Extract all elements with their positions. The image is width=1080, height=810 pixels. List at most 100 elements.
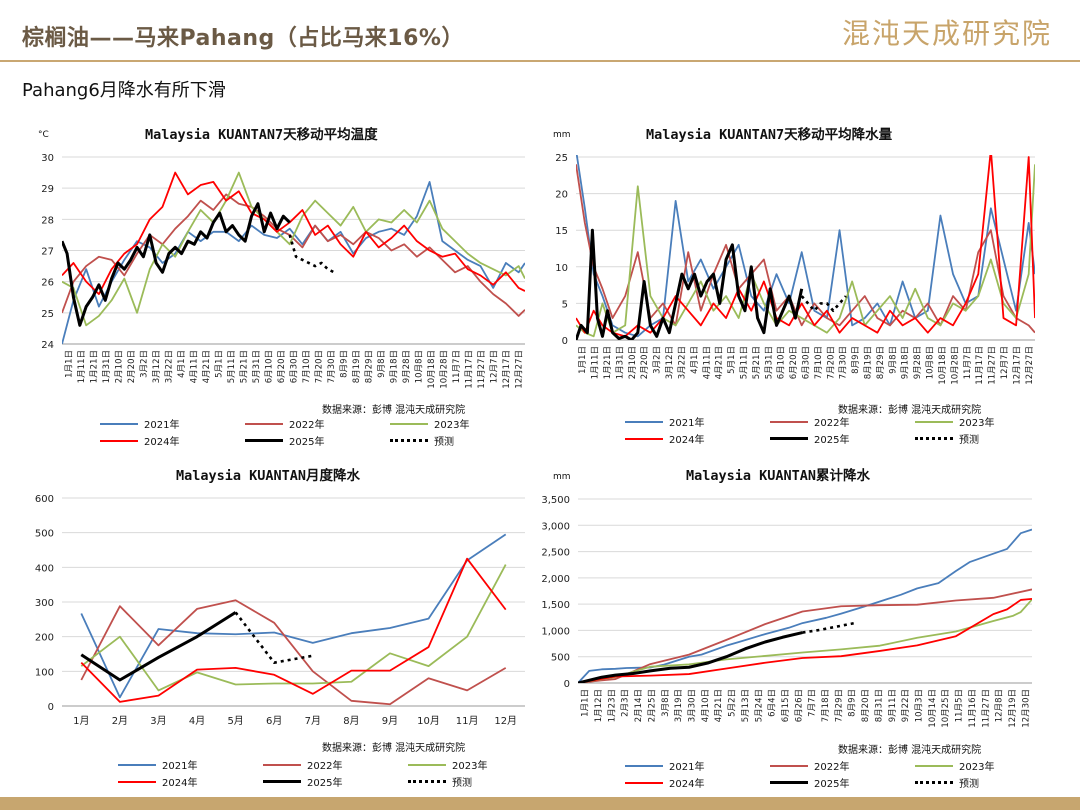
legend-item: 2025年 <box>245 433 324 448</box>
y-tick-label: 25 <box>555 153 568 164</box>
x-tick-label: 11月7日 <box>452 350 462 383</box>
chart-title-monthly: Malaysia KUANTAN月度降水 <box>176 468 361 484</box>
x-tick-label: 8月9日 <box>340 350 350 378</box>
y-tick-label: 20 <box>555 190 568 201</box>
legend-item: 2021年 <box>118 757 197 772</box>
chart-source-cumulative: 数据来源：彭博 混沌天成研究院 <box>838 745 982 756</box>
legend-swatch <box>263 780 301 783</box>
legend-swatch <box>625 781 663 784</box>
x-tick-label: 9月28日 <box>402 350 412 383</box>
y-tick-label: 2,000 <box>541 574 570 585</box>
legend-label: 2023年 <box>434 420 470 431</box>
legend-item: 2022年 <box>263 757 342 772</box>
legend-label: 2025年 <box>814 779 850 790</box>
x-tick-label: 5月 <box>227 715 243 727</box>
x-tick-label: 11月5日 <box>955 689 965 722</box>
x-tick-label: 8月20日 <box>861 689 871 722</box>
legend-item: 2025年 <box>263 774 342 789</box>
legend-item: 2024年 <box>625 431 704 446</box>
y-tick-label: 1,500 <box>541 600 570 611</box>
x-tick-label: 12月7日 <box>490 350 500 383</box>
x-tick-label: 4月1日 <box>690 346 700 374</box>
x-tick-label: 7月7日 <box>808 689 818 717</box>
x-tick-label: 9月 <box>382 715 398 727</box>
x-tick-label: 7月10日 <box>814 346 824 379</box>
x-tick-label: 5月13日 <box>741 689 751 722</box>
x-tick-label: 12月27日 <box>1025 346 1035 385</box>
x-tick-label: 1月21日 <box>89 350 99 383</box>
y-tick-label: 500 <box>35 529 54 540</box>
x-tick-label: 6月15日 <box>781 689 791 722</box>
legend-item: 2023年 <box>915 414 994 429</box>
legend-label: 2022年 <box>814 762 850 773</box>
x-tick-label: 2月10日 <box>628 346 638 379</box>
y-tick-label: 400 <box>35 563 54 574</box>
x-tick-label: 5月1日 <box>214 350 224 378</box>
brand-logo: 混沌天成研究院 <box>841 17 1052 50</box>
x-tick-label: 10月28日 <box>950 346 960 385</box>
legend-label: 2022年 <box>307 761 343 772</box>
x-tick-label: 4月 <box>189 715 205 727</box>
x-tick-label: 6月4日 <box>768 689 778 717</box>
y-tick-label: 26 <box>41 278 54 289</box>
legend-label: 预测 <box>959 435 979 446</box>
x-tick-label: 6月20日 <box>277 350 287 383</box>
legend-item: 2022年 <box>770 758 849 773</box>
x-tick-label: 2月25日 <box>647 689 657 722</box>
x-tick-label: 10月 <box>417 715 440 727</box>
x-tick-label: 5月21日 <box>239 350 249 383</box>
legend-item: 预测 <box>390 433 454 448</box>
legend-swatch <box>770 437 808 440</box>
x-tick-label: 1月21日 <box>603 346 613 379</box>
series-line-2022年 <box>80 599 507 706</box>
footer-bar <box>0 797 1080 810</box>
legend-label: 2025年 <box>307 778 343 789</box>
chart-legend-monthly: 2021年 2022年 2023年 2024年 2025年 预测 <box>118 757 538 789</box>
y-tick-label: 200 <box>35 633 54 644</box>
series-line-2021年 <box>578 528 1032 683</box>
x-tick-label: 12月17日 <box>502 350 512 389</box>
x-tick-label: 1月23日 <box>607 689 617 722</box>
x-tick-label: 4月21日 <box>202 350 212 383</box>
x-tick-label: 9月8日 <box>377 350 387 378</box>
legend-item: 2022年 <box>245 416 324 431</box>
legend-label: 2021年 <box>162 761 198 772</box>
chart-title-temperature: Malaysia KUANTAN7天移动平均温度 <box>145 127 378 143</box>
x-tick-label: 11月27日 <box>981 689 991 728</box>
legend-label: 2023年 <box>959 418 995 429</box>
x-tick-label: 12月7日 <box>1000 346 1010 379</box>
legend-swatch <box>625 420 663 423</box>
chart-title-cumulative: Malaysia KUANTAN累计降水 <box>686 468 871 484</box>
y-tick-label: 3,000 <box>541 521 570 532</box>
x-tick-label: 8月31日 <box>874 689 884 722</box>
x-tick-label: 10月18日 <box>938 346 948 385</box>
series-line-预测 <box>802 621 858 634</box>
legend-label: 2022年 <box>814 418 850 429</box>
x-tick-label: 12月17日 <box>1012 346 1022 385</box>
legend-label: 2024年 <box>669 779 705 790</box>
series-line-2024年 <box>62 171 525 296</box>
x-tick-label: 3月30日 <box>688 689 698 722</box>
page-subtitle: Pahang6月降水有所下滑 <box>22 80 226 101</box>
header-divider <box>0 60 1080 62</box>
x-tick-label: 6月10日 <box>777 346 787 379</box>
x-tick-label: 5月21日 <box>752 346 762 379</box>
y-tick-label: 2,500 <box>541 548 570 559</box>
legend-label: 2025年 <box>814 435 850 446</box>
x-tick-label: 8月9日 <box>848 689 858 717</box>
x-tick-label: 3月8日 <box>661 689 671 717</box>
legend-swatch <box>245 422 283 425</box>
legend-item: 2025年 <box>770 775 849 790</box>
legend-item: 2025年 <box>770 431 849 446</box>
x-tick-label: 1月12日 <box>594 689 604 722</box>
x-tick-label: 7月10日 <box>302 350 312 383</box>
x-tick-label: 5月24日 <box>754 689 764 722</box>
series-line-2024年 <box>578 597 1032 683</box>
series-line-2023年 <box>578 598 1032 683</box>
legend-label: 2022年 <box>289 420 325 431</box>
x-tick-label: 7月20日 <box>315 350 325 383</box>
legend-swatch <box>770 781 808 784</box>
legend-swatch <box>408 780 446 783</box>
legend-label: 预测 <box>959 779 979 790</box>
